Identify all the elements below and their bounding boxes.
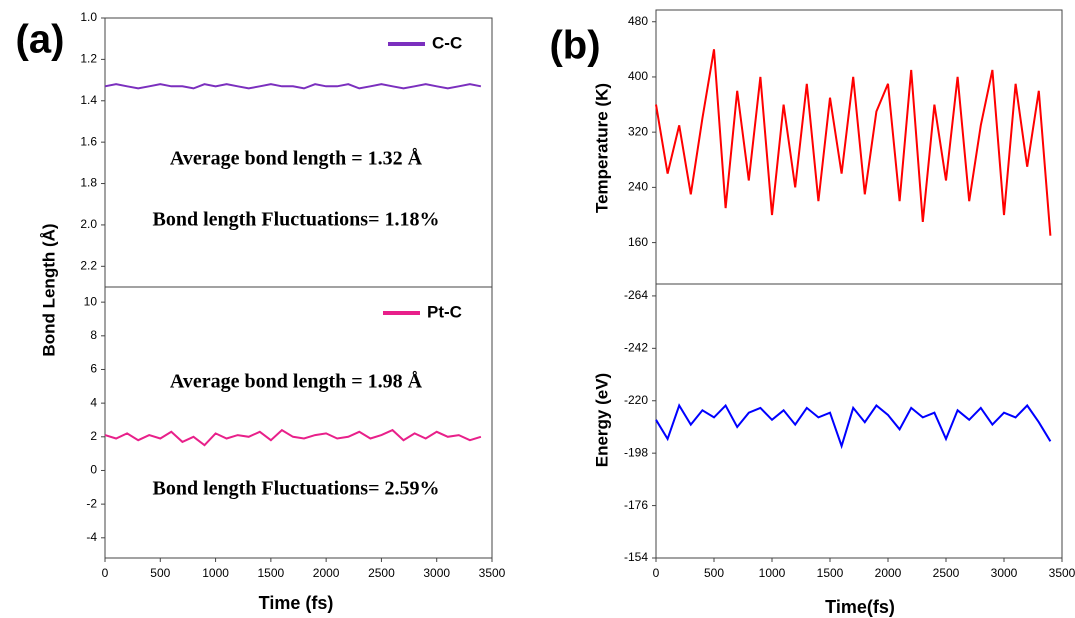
- annotation: Bond length Fluctuations= 2.59%: [152, 478, 439, 500]
- plot-frame: [655, 9, 1063, 285]
- y-tick-label: -242: [624, 341, 648, 355]
- plot-frame: [655, 283, 1063, 559]
- legend-label: C-C: [432, 33, 462, 52]
- x-tick-label: 0: [653, 566, 660, 580]
- annotation: Average bond length = 1.32 Å: [170, 147, 423, 170]
- x-tick-label: 1500: [258, 566, 285, 580]
- y-tick-label: 1.6: [80, 134, 97, 148]
- x-tick-label: 1000: [202, 566, 229, 580]
- data-line: [655, 403, 1052, 450]
- y-tick-label: 1.2: [80, 52, 97, 66]
- y-tick-label: -4: [86, 530, 97, 544]
- y-tick-label: -176: [624, 498, 648, 512]
- x-tick-label: 1000: [759, 566, 786, 580]
- y-tick-label: 1.4: [80, 93, 97, 107]
- y-tick-label: -154: [624, 550, 648, 564]
- annotation: Bond length Fluctuations= 1.18%: [152, 209, 439, 231]
- y-tick-label: 6: [90, 362, 97, 376]
- x-axis-title: Time (fs): [259, 593, 334, 613]
- y-tick-label: 2.2: [80, 258, 97, 272]
- x-tick-label: 3500: [479, 566, 506, 580]
- x-tick-label: 500: [704, 566, 724, 580]
- y-tick-label: 2.0: [80, 217, 97, 231]
- annotation: Average bond length = 1.98 Å: [170, 370, 423, 393]
- x-tick-label: 2000: [313, 566, 340, 580]
- y-tick-label: 0: [90, 463, 97, 477]
- data-line: [104, 83, 482, 90]
- x-tick-label: 3500: [1049, 566, 1075, 580]
- y-tick-label: 1.0: [80, 10, 97, 24]
- plot-frame: [104, 286, 493, 559]
- y-tick-label: 320: [628, 124, 648, 138]
- data-line: [104, 428, 482, 447]
- x-axis-title: Time(fs): [825, 597, 895, 617]
- data-line: [655, 49, 1052, 236]
- x-tick-label: 2500: [368, 566, 395, 580]
- x-tick-label: 3000: [423, 566, 450, 580]
- x-tick-label: 2000: [875, 566, 902, 580]
- panel-label: (b): [549, 24, 600, 68]
- legend-label: Pt-C: [427, 302, 462, 321]
- x-tick-label: 0: [102, 566, 109, 580]
- y-tick-label: 10: [84, 294, 98, 308]
- y-tick-label: 160: [628, 235, 648, 249]
- x-tick-label: 2500: [933, 566, 960, 580]
- x-tick-label: 3000: [991, 566, 1018, 580]
- y-tick-label: 2: [90, 429, 97, 443]
- x-tick-label: 1500: [817, 566, 844, 580]
- y-tick-label: -198: [624, 445, 648, 459]
- y-tick-label: 4: [90, 395, 97, 409]
- y-tick-label: -264: [624, 288, 648, 302]
- y-tick-label: -220: [624, 393, 648, 407]
- x-tick-label: 500: [150, 566, 170, 580]
- y-axis-title: Energy (eV): [592, 373, 611, 467]
- y-axis-title: Temperature (K): [592, 83, 611, 213]
- y-axis-title: Bond Length (Å): [39, 223, 58, 356]
- y-tick-label: 400: [628, 69, 648, 83]
- y-tick-label: 240: [628, 180, 648, 194]
- y-tick-label: 8: [90, 328, 97, 342]
- y-tick-label: -2: [86, 496, 97, 510]
- y-tick-label: 480: [628, 14, 648, 28]
- y-tick-label: 1.8: [80, 176, 97, 190]
- panel-label: (a): [16, 18, 65, 62]
